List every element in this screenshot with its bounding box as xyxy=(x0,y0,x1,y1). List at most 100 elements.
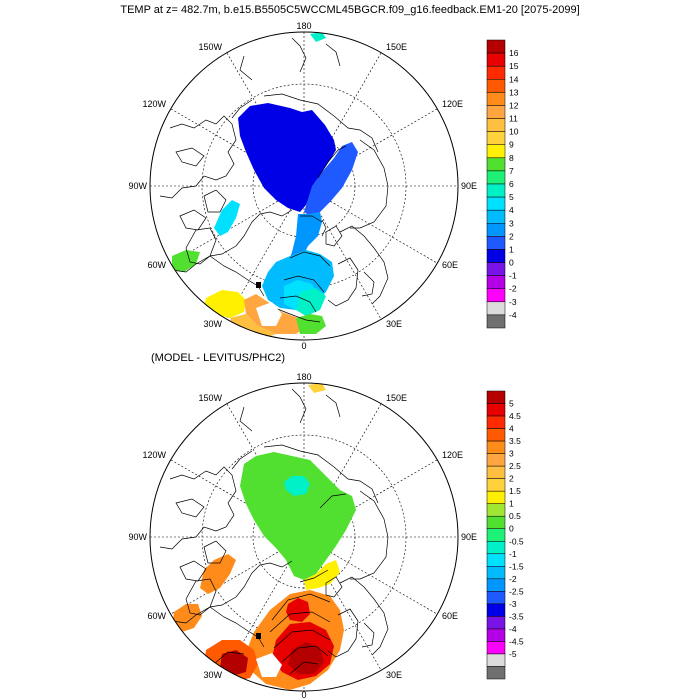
panel2-colorbar-label: -4 xyxy=(509,624,517,634)
panel2-field xyxy=(172,383,356,690)
panel2-colorbar-label: 2 xyxy=(509,474,514,484)
panel2-coastlines xyxy=(159,388,389,658)
panel2-colorbar-label: -1 xyxy=(509,549,517,559)
panel1-colorbar-label: -2 xyxy=(509,284,517,294)
panel1-colorbar-swatch xyxy=(486,92,506,106)
panel2-colorbar-swatch xyxy=(486,465,506,479)
panel1-colorbar-swatch xyxy=(486,157,506,172)
panel2-label-180: 180 xyxy=(296,372,311,382)
panel2-region-baffin-orange xyxy=(200,554,236,594)
panel1-contours xyxy=(269,145,347,323)
panel1-colorbar-swatch xyxy=(486,209,506,224)
panel1-colorbar-swatch xyxy=(486,288,506,303)
panel2-colorbar-swatch xyxy=(486,440,506,454)
panel2-region-green xyxy=(240,452,356,580)
panel2-colorbar-label: 3.5 xyxy=(509,436,521,446)
panel2-colorbar-swatch xyxy=(486,591,506,605)
panel1-colorbar-label: -3 xyxy=(509,297,517,307)
panel1-colorbar-swatch xyxy=(486,196,506,211)
panel1-label-30w: 30W xyxy=(203,319,222,329)
panel1-colorbar-label: 0 xyxy=(509,258,514,268)
panel2-label-120e: 120E xyxy=(442,450,463,460)
panel1-label-90w: 90W xyxy=(128,181,147,191)
panel2-colorbar-swatch xyxy=(486,415,506,429)
panel2-marker xyxy=(256,633,261,639)
panel1-colorbar-swatch xyxy=(486,183,506,198)
panel2-colorbar-label: 5 xyxy=(509,399,514,409)
panel1-colorbar-label: 7 xyxy=(509,166,514,176)
panel1-colorbar-label: 1 xyxy=(509,244,514,254)
panel1-region-blue xyxy=(304,142,358,216)
panel1-colorbar-swatch xyxy=(486,314,506,329)
panel1-label-150w: 150W xyxy=(198,42,222,52)
panel2-colorbar-label: -5 xyxy=(509,649,517,659)
panel2-colorbar-label: -2 xyxy=(509,574,517,584)
panel1-colorbar-swatch xyxy=(486,170,506,185)
panel2-region-deep-red xyxy=(288,642,324,674)
panel1-field xyxy=(172,32,358,338)
figure-title: TEMP at z= 482.7m, b.e15.B5505C5WCCML45B… xyxy=(120,4,580,16)
panel1-colorbar-label: -4 xyxy=(509,310,517,320)
panel1-region-pacific xyxy=(310,32,326,42)
panel2-colorbar-swatch xyxy=(486,666,506,680)
panel1-colorbar-label: 4 xyxy=(509,205,514,215)
panel1-region-labrador xyxy=(172,250,200,272)
panel2-colorbar-label: 1.5 xyxy=(509,486,521,496)
panel1-colorbar-swatch xyxy=(486,79,506,93)
panel1-colorbar-swatch xyxy=(486,249,506,263)
panel2-colorbar-swatch xyxy=(486,528,506,542)
panel1-label-150e: 150E xyxy=(386,42,407,52)
panel2-colorbar-label: -3.5 xyxy=(509,611,524,621)
panel2-label-60w: 60W xyxy=(147,611,166,621)
panel2-label-60e: 60E xyxy=(442,611,458,621)
panel2-label-90w: 90W xyxy=(128,532,147,542)
panel2-colorbar-label: 0 xyxy=(509,524,514,534)
panel2-colorbar-swatch xyxy=(486,541,506,555)
panel2-colorbar-swatch xyxy=(486,453,506,467)
panel1-colorbar-swatch xyxy=(486,144,506,159)
panel1-colorbar-label: -1 xyxy=(509,271,517,281)
panel1-colorbar-label: 14 xyxy=(509,74,519,84)
panel1-colorbar-label: 16 xyxy=(509,48,519,58)
panel2-colorbar-swatch xyxy=(486,478,506,492)
panel1-colorbar-label: 8 xyxy=(509,153,514,163)
panel2-region-labrador-orange xyxy=(172,604,202,632)
panel2-colorbar-label: -0.5 xyxy=(509,536,524,546)
panel1-axis-labels: 180 0 90W 90E 150W 120W 60W 30W 150E 120… xyxy=(128,21,477,351)
panel2-colorbar-label: 1 xyxy=(509,499,514,509)
panel1-region-deep-blue xyxy=(238,103,336,212)
panel1-colorbar-swatch xyxy=(486,118,506,132)
panel1-label-30e: 30E xyxy=(386,319,402,329)
panel2-colorbar-label: 4.5 xyxy=(509,411,521,421)
panel2-label-30e: 30E xyxy=(386,670,402,680)
panel2-colorbar-swatch xyxy=(486,641,506,655)
panel1-colorbar-label: 9 xyxy=(509,140,514,150)
panel1-label-120e: 120E xyxy=(442,99,463,109)
panel2-region-sw-red xyxy=(220,650,248,676)
panel1-label-180: 180 xyxy=(296,21,311,31)
panel1-colorbar-swatch xyxy=(486,262,506,276)
panel2-map: 180 0 90W 90E 150W 120W 60W 30W 150E 120… xyxy=(128,372,523,700)
panel2-colorbar-swatch xyxy=(486,603,506,617)
panel2-colorbar-label: -3 xyxy=(509,599,517,609)
panel1-colorbar-label: 5 xyxy=(509,192,514,202)
panel2-colorbar-label: -2.5 xyxy=(509,586,524,596)
panel1-colorbar-label: 12 xyxy=(509,100,519,110)
panel2-axis-labels: 180 0 90W 90E 150W 120W 60W 30W 150E 120… xyxy=(128,372,477,700)
panel1-colorbar-swatch xyxy=(486,131,506,145)
panel2-colorbar-swatch xyxy=(486,628,506,642)
panel1-colorbar-swatch xyxy=(486,223,506,237)
panel2-colorbar-label: 2.5 xyxy=(509,461,521,471)
panel2-colorbar-label: 3 xyxy=(509,449,514,459)
panel1-colorbar-swatch xyxy=(486,52,506,67)
panel2-colorbar-swatch xyxy=(486,490,506,504)
panel1-colorbar-swatch xyxy=(486,301,506,316)
panel1-colorbar-label: 10 xyxy=(509,127,519,137)
panel2-colorbar-swatch xyxy=(486,428,506,442)
panel1-label-90e: 90E xyxy=(461,181,477,191)
panel2-region-pacific xyxy=(308,383,326,393)
panel1-colorbar-label: 2 xyxy=(509,231,514,241)
panel1-label-60e: 60E xyxy=(442,260,458,270)
